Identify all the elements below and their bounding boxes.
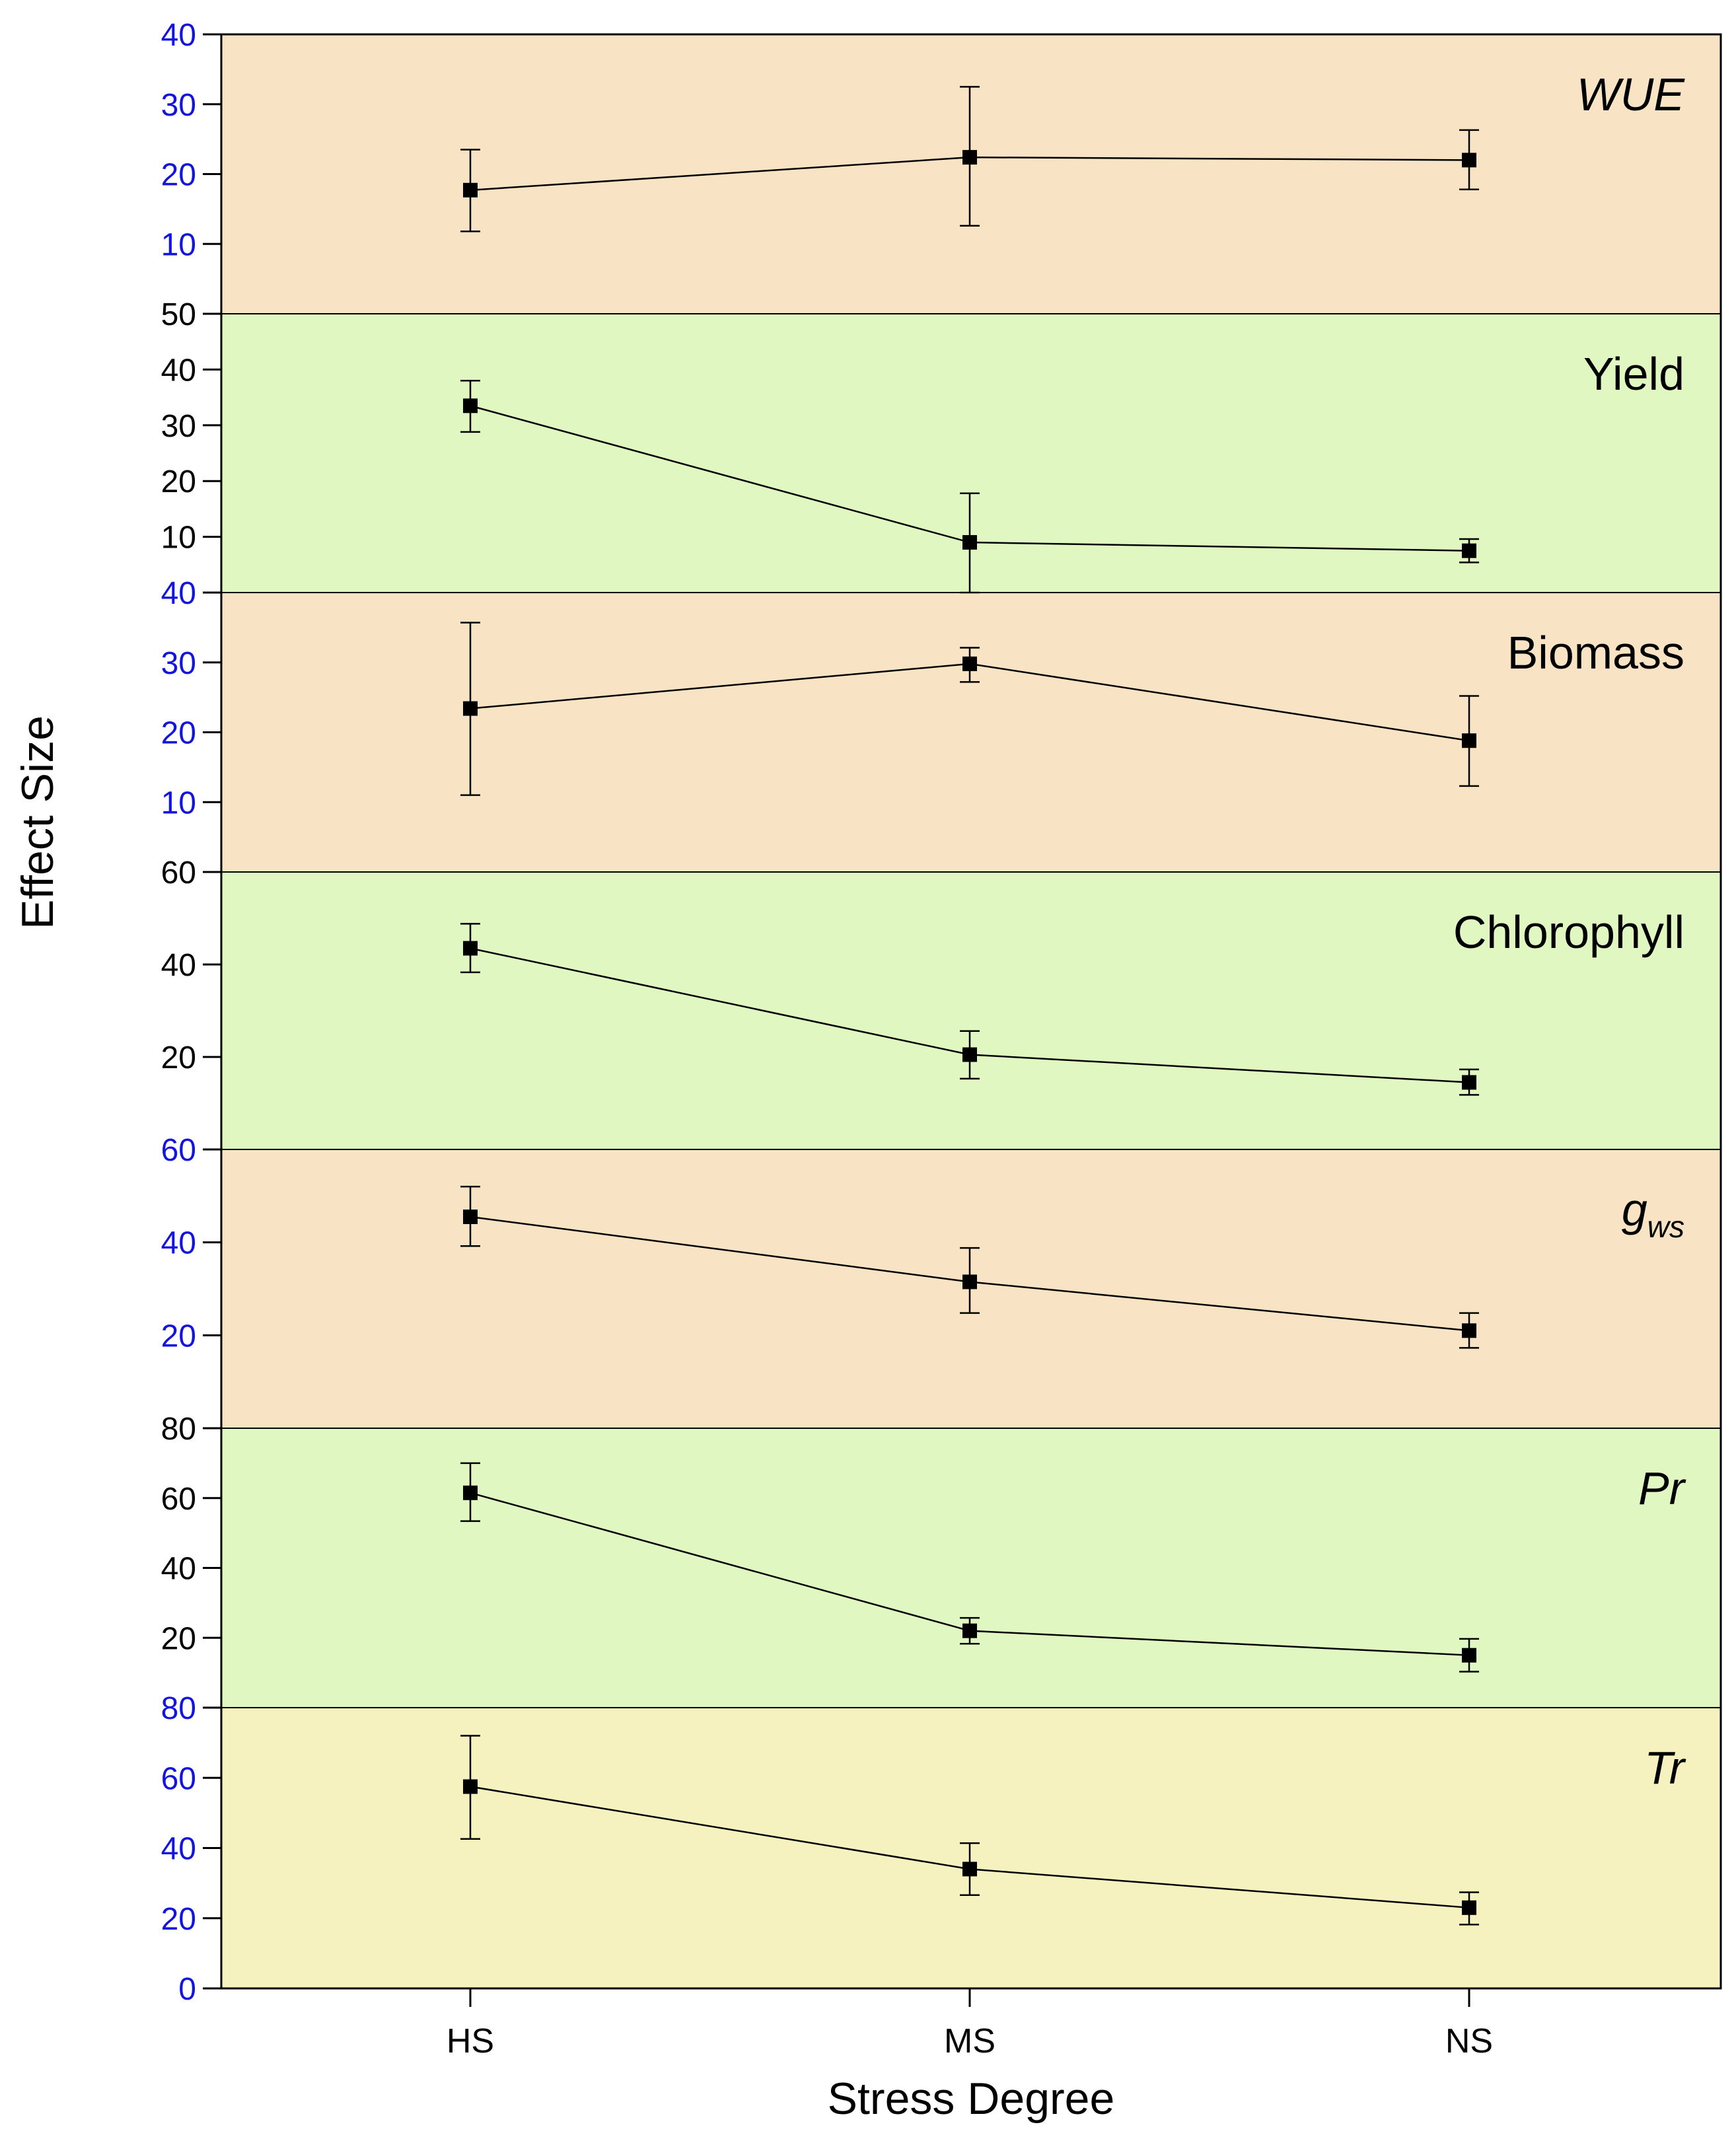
panel-bg-biomass [221,593,1721,872]
data-point-chlorophyll-ms [962,1047,977,1062]
y-tick-label-yield: 10 [161,521,196,556]
data-point-gws-ns [1462,1323,1476,1338]
data-point-biomass-hs [463,701,478,716]
x-axis-title: Stress Degree [828,2074,1115,2124]
panel-bg-tr [221,1708,1721,1988]
y-tick-label-biomass: 40 [161,576,196,611]
x-tick-label-ms: MS [944,2022,995,2060]
x-tick-label-hs: HS [447,2022,494,2060]
y-tick-label-tr: 80 [161,1691,196,1726]
data-point-gws-ms [962,1274,977,1289]
y-tick-label-gws: 60 [161,1133,196,1168]
y-tick-label-wue: 30 [161,88,196,123]
data-point-wue-ms [962,150,977,165]
data-point-yield-ms [962,535,977,550]
y-tick-label-wue: 20 [161,158,196,193]
panel-bg-yield [221,314,1721,593]
y-tick-label-biomass: 10 [161,785,196,820]
data-point-chlorophyll-ns [1462,1075,1476,1090]
data-point-wue-hs [463,182,478,198]
data-point-chlorophyll-hs [463,941,478,956]
data-points [463,150,1476,1915]
y-tick-label-tr: 20 [161,1902,196,1937]
panel-label-wue: WUE [1577,69,1686,120]
data-point-pr-ms [962,1623,977,1638]
panel-label-pr: Pr [1638,1463,1686,1514]
y-tick-label-gws: 20 [161,1319,196,1354]
y-tick-label-wue: 40 [161,18,196,53]
data-point-biomass-ms [962,656,977,671]
x-tick-label-ns: NS [1445,2022,1493,2060]
y-tick-label-chlorophyll: 20 [161,1040,196,1075]
panel-label-biomass: Biomass [1507,627,1684,678]
panel-dividers [221,313,1721,1708]
panel-label-chlorophyll: Chlorophyll [1453,906,1684,958]
panel-bg-pr [221,1428,1721,1708]
panel-label-yield: Yield [1583,348,1684,400]
y-tick-label-yield: 30 [161,409,196,444]
y-tick-label-yield: 40 [161,353,196,388]
panel-label-subscript: ws [1647,1210,1684,1244]
data-point-wue-ns [1462,153,1476,168]
y-tick-label-chlorophyll: 40 [161,948,196,983]
x-axis-ticks: HS MS NS [447,1988,1493,2060]
y-tick-label-tr: 60 [161,1761,196,1796]
data-point-tr-hs [463,1779,478,1794]
y-tick-label-yield: 20 [161,464,196,499]
y-axis-title: Effect Size [13,715,63,929]
y-tick-label-wue: 10 [161,227,196,262]
panel-label-tr: Tr [1644,1742,1686,1794]
y-tick-label-pr: 80 [161,1412,196,1447]
plot-frame [220,33,1722,1990]
y-tick-label-tr: 0 [178,1972,196,2007]
y-tick-label-pr: 60 [161,1482,196,1517]
y-tick-label-yield: 50 [161,297,196,332]
panel-bg-wue [221,34,1721,314]
y-tick-label-gws: 40 [161,1226,196,1261]
y-axis-ticks: 10 20 30 40 10 20 30 40 50 10 20 30 40 20 40 60 20 40 60 20… [161,18,221,2007]
data-point-tr-ns [1462,1900,1476,1915]
y-tick-label-tr: 40 [161,1832,196,1867]
data-point-gws-hs [463,1209,478,1224]
y-tick-label-pr: 20 [161,1621,196,1656]
data-point-tr-ms [962,1862,977,1877]
y-tick-label-biomass: 30 [161,646,196,681]
data-point-biomass-ns [1462,733,1476,748]
data-point-yield-hs [463,398,478,414]
data-point-pr-ns [1462,1648,1476,1663]
data-point-pr-hs [463,1485,478,1500]
panel-backgrounds [221,34,1721,1988]
y-tick-label-chlorophyll: 60 [161,855,196,890]
y-tick-label-biomass: 20 [161,716,196,751]
panel-bg-chlorophyll [221,872,1721,1149]
y-tick-label-pr: 40 [161,1552,196,1587]
data-point-yield-ns [1462,543,1476,558]
